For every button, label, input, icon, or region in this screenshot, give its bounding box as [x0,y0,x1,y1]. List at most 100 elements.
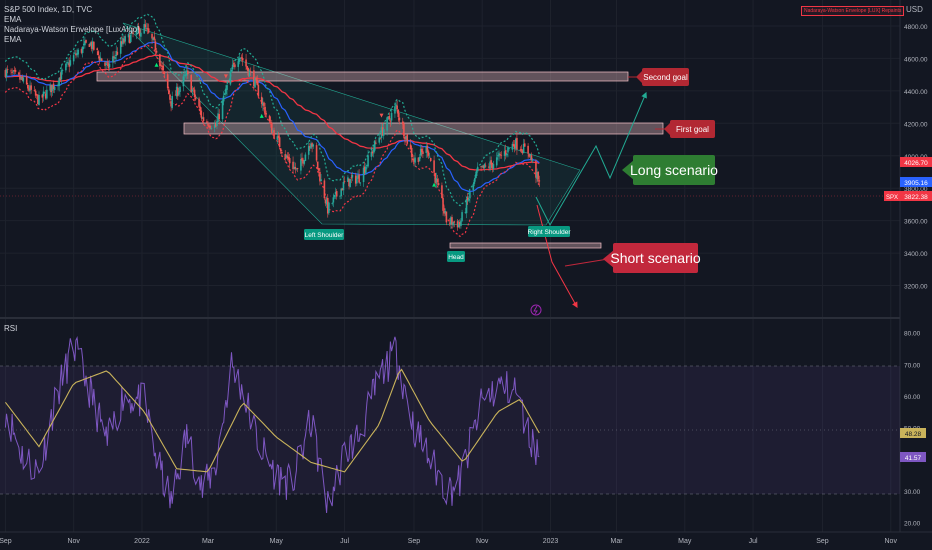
candle-body [152,37,154,40]
candle-body [436,179,439,183]
candle-body [190,75,193,93]
rsi-ma-line[interactable] [4,368,540,473]
repaint-warning-badge: Nadaraya-Watson Envelope [LUX] Repaints [801,6,905,16]
price-tick-label: 3200.00 [904,284,928,291]
head-label[interactable]: Head [447,251,465,262]
first-goal-callout[interactable]: First goal [655,120,715,138]
candle-body [12,70,15,72]
ema-red-line[interactable] [5,54,540,171]
candle-body [264,106,266,115]
candlestick-series[interactable] [4,18,541,231]
candle-body [425,145,428,153]
second-goal-callout[interactable]: Second goal [628,68,689,86]
short-scenario-path[interactable] [536,204,578,309]
candle-body [80,49,83,53]
left-shoulder-label[interactable]: Left Shoulder [304,229,344,240]
candle-body [128,35,131,44]
second-goal-zone[interactable] [96,71,629,82]
candle-body [367,155,369,167]
price-tick-label: 4400.00 [904,89,928,96]
candle-body [301,157,303,161]
candle-body [191,89,194,92]
candle-body [474,174,477,179]
candle-body [324,199,327,204]
candle-body [160,65,162,66]
long-scenario-path[interactable] [535,91,647,227]
candle-body [52,83,55,90]
candle-body [27,84,29,89]
candle-body [442,198,444,211]
short-scenario-callout[interactable]: Short scenario [564,243,701,273]
ema-blue-line[interactable] [5,41,540,192]
candle-body [356,178,358,184]
buy-signal-marker [432,182,437,187]
candle-body [304,154,307,162]
candle-body [441,185,443,199]
candle-body [105,63,107,66]
candle-body [388,116,391,120]
lightning-event-icon[interactable] [530,304,542,316]
candle-body [135,30,138,36]
candle-body [25,76,28,85]
candle-body [480,166,482,168]
trend-channel[interactable] [122,22,581,226]
candle-body [401,121,404,125]
candle-body [315,145,318,161]
rsi-line[interactable] [4,335,540,514]
candle-body [382,129,385,136]
candle-body [154,41,157,51]
price-tick-label: 3600.00 [904,219,928,226]
candle-body [527,145,529,154]
candle-body [93,41,95,50]
candle-body [14,69,17,72]
indicator-nadaraya-watson[interactable]: Nadaraya-Watson Envelope [LuxAlgo] [4,25,140,34]
head-support-zone[interactable] [449,242,602,249]
candle-body [151,33,153,39]
candle-body [169,94,171,100]
candle-body [61,70,64,71]
indicator-ema-2[interactable]: EMA [4,35,22,44]
candle-body [414,157,416,163]
symbol-title[interactable]: S&P 500 Index, 1D, TVC [4,5,93,14]
candle-body [328,202,330,213]
candle-body [231,64,234,70]
candle-body [171,96,173,108]
right-shoulder-label[interactable]: Right Shoulder [528,226,572,237]
time-tick-label: Jul [340,538,349,545]
rsi-pane-title[interactable]: RSI [4,324,18,333]
long-scenario-callout[interactable]: Long scenario [622,155,718,185]
candle-body [464,212,467,213]
ema-blue-value: 3905.16 [904,180,928,187]
candle-body [116,51,119,55]
candle-body [96,48,99,51]
candle-body [254,77,256,88]
candle-body [409,144,412,149]
candle-body [386,117,388,131]
candle-body [100,58,103,62]
candle-body [351,175,354,178]
candle-body [358,174,360,183]
candle-body [65,63,67,71]
candle-body [69,60,72,66]
first-goal-zone[interactable] [183,122,664,135]
candle-body [507,146,509,153]
candle-body [472,184,475,191]
candle-body [354,175,357,184]
candle-body [339,195,341,197]
chart-legend[interactable]: S&P 500 Index, 1D, TVC EMA Nadaraya-Wats… [4,5,139,45]
candle-body [260,96,263,104]
time-axis[interactable]: Sep Nov 2022 Mar May Jul Sep Nov 2023 Mar May Jul Se… [0,538,897,545]
indicator-ema-1[interactable]: EMA [4,15,22,24]
candle-body [365,166,367,174]
candle-body [490,160,492,165]
candle-body [395,104,397,107]
candle-body [320,179,322,182]
candle-body [363,166,366,173]
right-shoulder-text: Right Shoulder [528,229,572,236]
candle-body [404,137,406,140]
candle-body [503,151,506,156]
candle-body [311,143,313,147]
candle-body [18,72,20,75]
candle-body [13,70,16,72]
